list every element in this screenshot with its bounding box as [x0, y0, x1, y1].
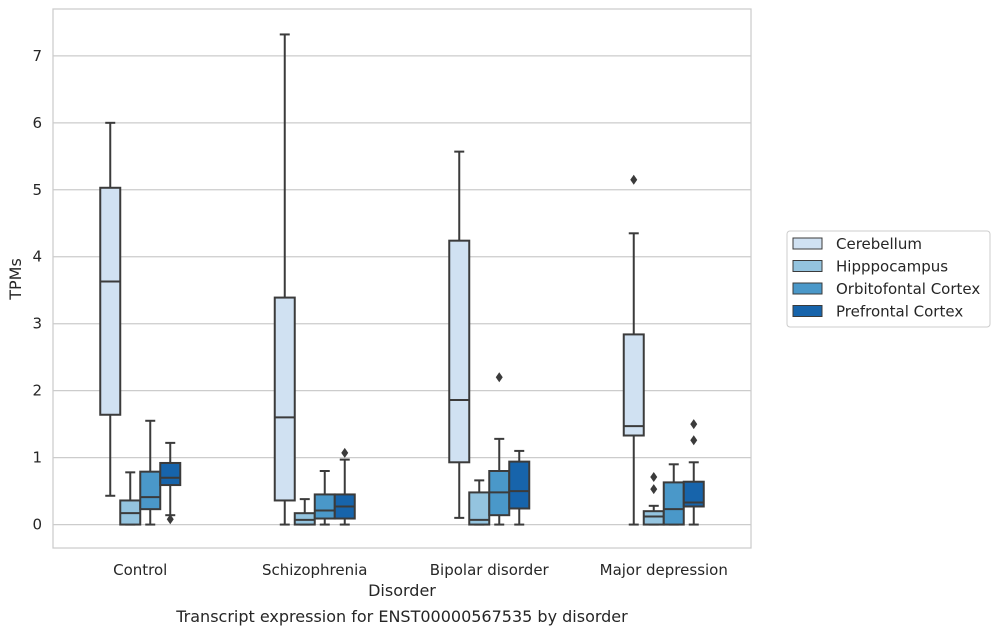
- box-body: [313, 493, 336, 520]
- y-tick-label: 0: [32, 516, 42, 534]
- box-body: [139, 470, 162, 511]
- box-body: [99, 186, 122, 416]
- box-body: [682, 480, 705, 508]
- box-body: [508, 460, 531, 510]
- legend-label: Cerebellum: [836, 235, 922, 253]
- box-body: [622, 333, 645, 437]
- legend-label: Orbitofontal Cortex: [836, 280, 980, 298]
- outlier-point: [495, 372, 503, 383]
- outlier-point: [690, 419, 698, 430]
- plot-frame: [52, 8, 752, 549]
- box-orbitofontal-cortex: [139, 419, 162, 526]
- y-tick-label: 3: [32, 315, 42, 333]
- legend-swatch: [792, 237, 823, 250]
- x-tick-label: Schizophrenia: [262, 561, 367, 579]
- legend-label: Prefrontal Cortex: [836, 303, 963, 321]
- box-cerebellum: [99, 121, 122, 497]
- x-tick-label: Control: [113, 561, 167, 579]
- legend-frame: [786, 230, 991, 328]
- box-cerebellum: [622, 174, 645, 526]
- box-hipppocampus: [119, 471, 142, 526]
- x-axis-label: Disorder: [368, 581, 436, 600]
- legend-swatch: [792, 282, 823, 295]
- outlier-point: [341, 447, 349, 458]
- y-tick-label: 1: [32, 449, 42, 467]
- x-tick-labels: Control Schizophrenia Bipolar disorder Majo…: [113, 561, 728, 579]
- outlier-point: [650, 472, 658, 483]
- box-prefrontal-cortex: [333, 447, 356, 526]
- box-prefrontal-cortex: [682, 419, 705, 526]
- x-tick-label: Bipolar disorder: [430, 561, 550, 579]
- legend-swatch: [792, 260, 823, 272]
- outlier-point: [630, 174, 638, 185]
- y-tick-label: 4: [32, 248, 42, 266]
- legend-label: Hipppocampus: [836, 258, 948, 276]
- outlier-point: [166, 514, 174, 525]
- y-tick-label: 2: [32, 382, 42, 400]
- box-groups: [99, 33, 705, 526]
- box-body: [642, 510, 665, 526]
- box-orbitofontal-cortex: [313, 470, 336, 526]
- x-tick-label: Major depression: [600, 561, 728, 579]
- box-cerebellum: [273, 33, 296, 526]
- outlier-point: [690, 435, 698, 446]
- legend: Cerebellum Hipppocampus Orbitofontal Corte…: [786, 230, 991, 328]
- outlier-point: [650, 484, 658, 495]
- box-body: [448, 239, 471, 464]
- y-axis-label: TPMs: [6, 258, 25, 301]
- legend-swatch: [792, 305, 823, 317]
- chart-caption: Transcript expression for ENST0000056753…: [175, 607, 628, 626]
- box-body: [293, 512, 316, 526]
- y-tick-label: 6: [32, 114, 42, 132]
- box-prefrontal-cortex: [159, 441, 182, 525]
- box-prefrontal-cortex: [508, 449, 531, 526]
- box-cerebellum: [448, 150, 471, 519]
- box-body: [159, 461, 182, 487]
- box-body: [273, 296, 296, 502]
- y-tick-label: 7: [32, 47, 42, 65]
- y-tick-label: 5: [32, 181, 42, 199]
- box-body: [662, 481, 685, 526]
- y-tick-labels: 0 1 2 3 4 5 6 7: [32, 47, 42, 534]
